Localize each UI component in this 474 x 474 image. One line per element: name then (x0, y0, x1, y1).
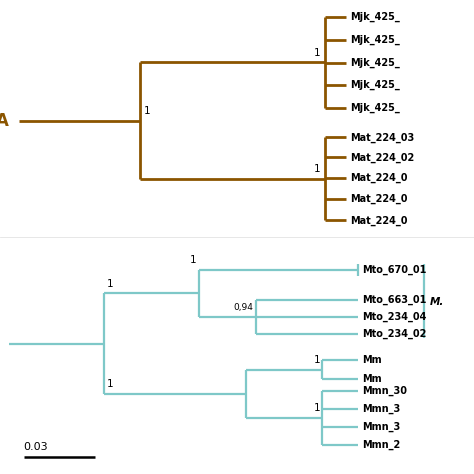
Text: Mmn_3: Mmn_3 (362, 403, 400, 414)
Text: M.: M. (430, 297, 444, 307)
Text: Mjk_425_: Mjk_425_ (350, 11, 400, 22)
Text: Mat_224_0: Mat_224_0 (350, 215, 407, 226)
Text: 1: 1 (144, 106, 150, 116)
Text: Mmn_3: Mmn_3 (362, 421, 400, 432)
Text: Mm: Mm (362, 355, 381, 365)
Text: 0,94: 0,94 (234, 303, 254, 312)
Text: 1: 1 (313, 355, 320, 365)
Text: Mat_224_02: Mat_224_02 (350, 152, 414, 163)
Text: Mm: Mm (362, 374, 381, 384)
Text: 1: 1 (313, 403, 320, 413)
Text: 1: 1 (190, 255, 197, 265)
Text: Mat_224_0: Mat_224_0 (350, 194, 407, 204)
Text: 1: 1 (107, 379, 113, 389)
Text: Mto_670_01: Mto_670_01 (362, 265, 426, 275)
Text: Mat_224_03: Mat_224_03 (350, 132, 414, 143)
Text: Mmn_30: Mmn_30 (362, 386, 407, 396)
Text: 1: 1 (314, 47, 321, 57)
Text: Mto_663_01: Mto_663_01 (362, 294, 426, 305)
Text: Mto_234_04: Mto_234_04 (362, 311, 426, 322)
Text: Mjk_425_: Mjk_425_ (350, 35, 400, 46)
Text: 0.03: 0.03 (24, 442, 48, 452)
Text: Mmn_2: Mmn_2 (362, 439, 400, 450)
Text: Mto_234_02: Mto_234_02 (362, 328, 426, 339)
Text: Mjk_425_: Mjk_425_ (350, 103, 400, 113)
Text: 1: 1 (107, 279, 113, 289)
Text: Mjk_425_: Mjk_425_ (350, 57, 400, 68)
Text: A: A (0, 112, 9, 129)
Text: 1: 1 (314, 164, 321, 174)
Text: Mjk_425_: Mjk_425_ (350, 80, 400, 91)
Text: Mat_224_0: Mat_224_0 (350, 173, 407, 183)
